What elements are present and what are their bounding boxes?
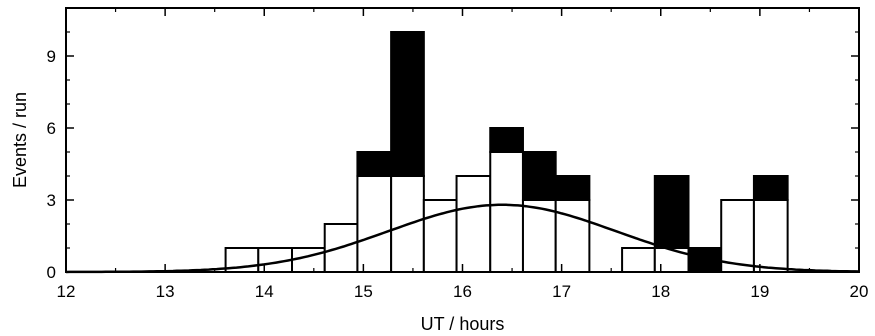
x-tick-label: 17 — [552, 282, 571, 301]
y-tick-label: 3 — [47, 191, 56, 210]
x-tick-label: 20 — [850, 282, 869, 301]
y-tick-label: 0 — [47, 263, 56, 282]
open-bar-15 — [752, 199, 789, 273]
x-tick-label: 13 — [156, 282, 175, 301]
filled-bar-9 — [521, 151, 557, 201]
filled-bar-10 — [554, 175, 591, 201]
open-bar-11 — [621, 247, 656, 273]
open-bar-2 — [291, 247, 326, 273]
axis-ticks: 12 13 14 15 16 17 18 19 20 0 3 6 9 — [47, 8, 869, 301]
x-axis-label: UT / hours — [421, 314, 505, 334]
x-tick-label: 19 — [750, 282, 769, 301]
open-bar-10 — [554, 199, 591, 273]
x-tick-label: 18 — [651, 282, 670, 301]
open-bar-8 — [489, 151, 524, 273]
filled-bar-8 — [489, 127, 524, 153]
filled-bar-12 — [653, 175, 690, 249]
x-tick-label: 14 — [255, 282, 274, 301]
fit-curve — [65, 203, 860, 274]
open-bar-7 — [455, 175, 492, 273]
open-bar-12 — [653, 247, 690, 273]
y-tick-label: 9 — [47, 47, 56, 66]
open-bar-4 — [356, 175, 393, 273]
filled-bar-4 — [356, 151, 393, 177]
x-tick-label: 16 — [453, 282, 472, 301]
histogram-bars — [224, 31, 789, 273]
filled-bar-15 — [752, 175, 789, 201]
y-axis-label: Events / run — [10, 92, 30, 188]
open-bar-14 — [720, 199, 755, 273]
x-tick-label: 15 — [354, 282, 373, 301]
filled-bar-5 — [390, 31, 425, 177]
x-tick-label: 12 — [57, 282, 76, 301]
y-tick-label: 6 — [47, 119, 56, 138]
